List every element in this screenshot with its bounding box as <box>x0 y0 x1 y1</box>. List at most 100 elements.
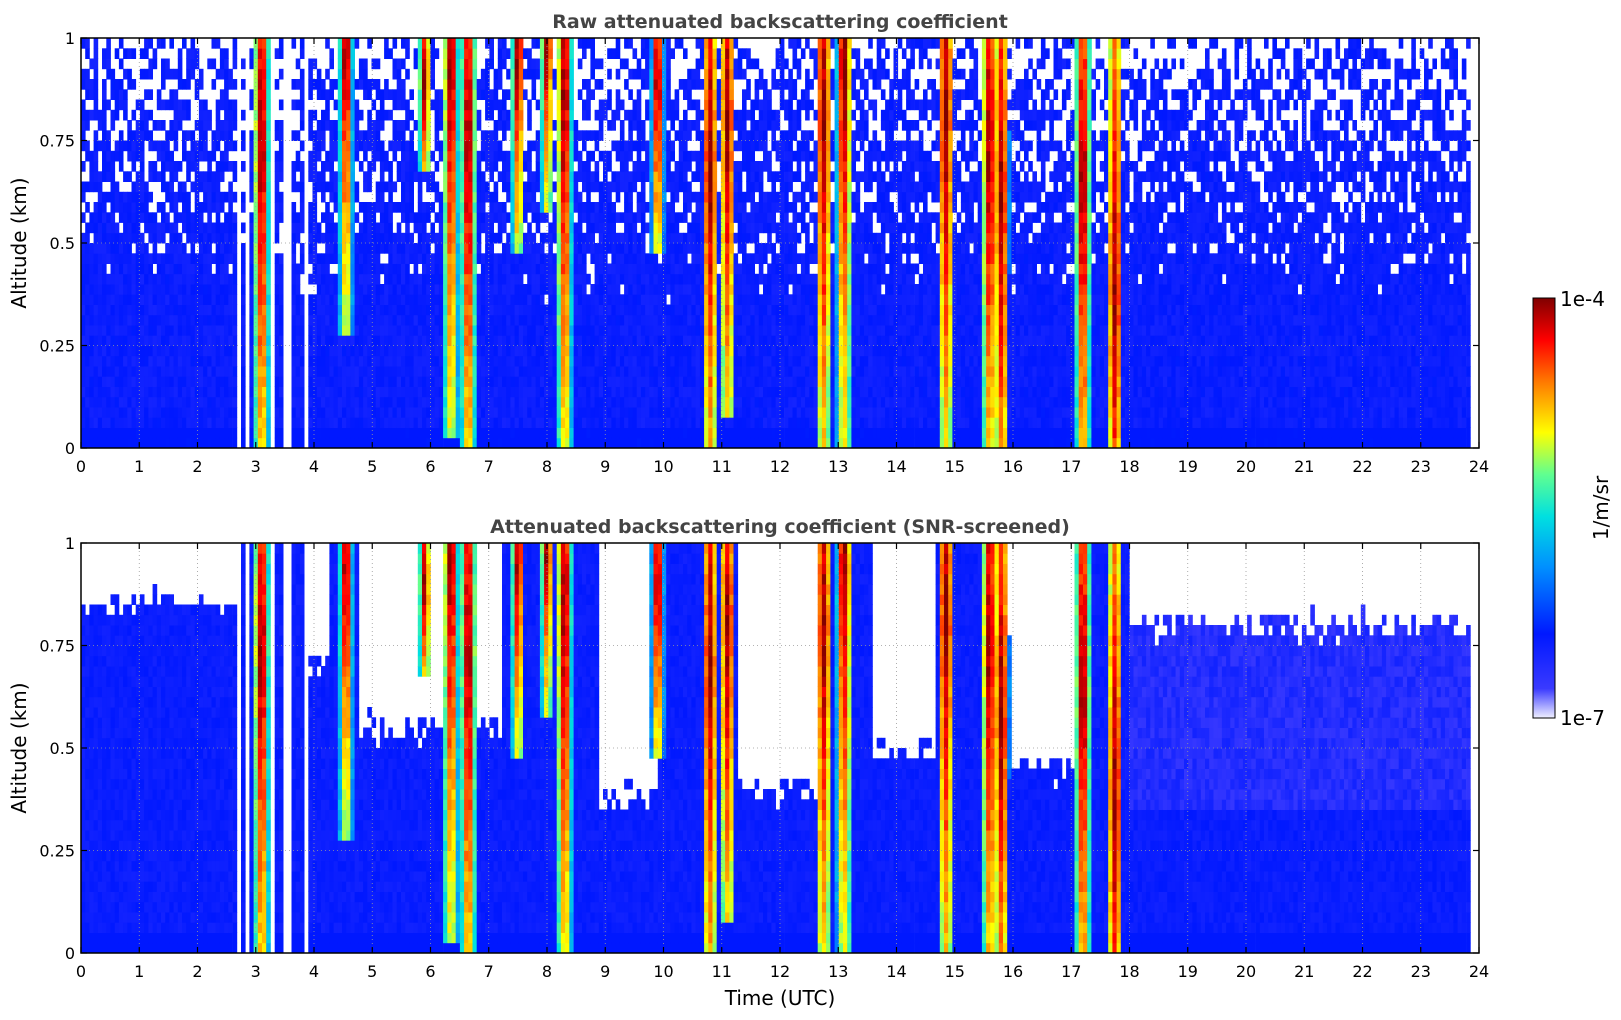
heatmap-cell <box>645 38 650 49</box>
heatmap-cell <box>649 417 654 428</box>
heatmap-cell <box>278 294 284 305</box>
heatmap-cell <box>544 366 549 377</box>
heatmap-cell <box>476 243 482 254</box>
heatmap-cell <box>577 396 583 408</box>
heatmap-cell <box>114 48 120 59</box>
heatmap-cell <box>632 212 638 223</box>
heatmap-cell <box>502 243 507 254</box>
heatmap-cell <box>649 304 654 316</box>
heatmap-cell <box>569 386 574 398</box>
heatmap-cell <box>523 263 528 275</box>
heatmap-cell <box>569 181 574 193</box>
heatmap-cell <box>375 437 381 448</box>
heatmap-cell <box>497 58 503 70</box>
heatmap-cell <box>527 161 532 172</box>
heatmap-cell <box>531 366 537 377</box>
heatmap-cell <box>295 396 301 408</box>
heatmap-cell <box>401 212 406 223</box>
heatmap-cell <box>232 335 238 346</box>
heatmap-cell <box>443 99 448 111</box>
heatmap-cell <box>506 253 511 264</box>
heatmap-cell <box>704 407 709 418</box>
heatmap-cell <box>148 284 153 295</box>
heatmap-cell <box>169 222 174 234</box>
heatmap-cell <box>241 130 246 141</box>
heatmap-cell <box>489 212 494 223</box>
heatmap-cell <box>278 48 284 59</box>
heatmap-cell <box>535 150 541 162</box>
heatmap-cell <box>544 396 549 408</box>
heatmap-cell <box>278 345 284 357</box>
heatmap-cell <box>552 325 558 336</box>
heatmap-cell <box>350 58 355 70</box>
heatmap-cell <box>392 284 398 295</box>
heatmap-cell <box>342 417 347 428</box>
heatmap-cell <box>539 140 545 152</box>
heatmap-cell <box>518 284 524 295</box>
heatmap-cell <box>645 273 650 285</box>
heatmap-cell <box>278 314 284 326</box>
heatmap-cell <box>106 191 111 203</box>
heatmap-cell <box>607 263 612 275</box>
heatmap-cell <box>337 376 343 387</box>
heatmap-cell <box>118 366 124 377</box>
heatmap-cell <box>81 99 86 111</box>
heatmap-cell <box>640 335 646 346</box>
heatmap-cell <box>645 284 650 295</box>
heatmap-cell <box>325 396 330 408</box>
heatmap-cell <box>422 38 427 49</box>
heatmap-cell <box>379 140 385 152</box>
heatmap-cell <box>409 253 414 264</box>
heatmap-cell <box>443 345 448 357</box>
heatmap-cell <box>266 89 271 100</box>
heatmap-cell <box>455 243 461 254</box>
heatmap-cell <box>451 366 457 377</box>
heatmap-cell <box>459 222 465 234</box>
heatmap-cell <box>636 314 642 326</box>
heatmap-cell <box>148 396 153 408</box>
heatmap-cell <box>329 376 334 387</box>
heatmap-cell <box>506 386 511 398</box>
heatmap-cell <box>350 222 355 234</box>
heatmap-cell <box>468 376 473 387</box>
heatmap-cell <box>556 58 562 70</box>
heatmap-cell <box>518 202 524 213</box>
heatmap-cell <box>413 355 419 367</box>
heatmap-cell <box>472 130 478 141</box>
heatmap-cell <box>459 191 465 203</box>
heatmap-cell <box>182 437 187 448</box>
heatmap-cell <box>514 99 520 111</box>
heatmap-cell <box>321 273 326 285</box>
heatmap-cell <box>468 335 473 346</box>
heatmap-cell <box>81 396 86 408</box>
heatmap-cell <box>590 345 595 357</box>
heatmap-cell <box>670 263 675 275</box>
heatmap-cell <box>161 417 166 428</box>
heatmap-cell <box>640 68 646 80</box>
heatmap-cell <box>573 253 579 264</box>
heatmap-cell <box>173 386 179 398</box>
heatmap-cell <box>139 437 145 448</box>
heatmap-cell <box>464 294 469 305</box>
heatmap-cell <box>531 304 537 316</box>
heatmap-cell <box>169 417 174 428</box>
heatmap-cell <box>102 109 107 121</box>
heatmap-cell <box>165 263 170 275</box>
heatmap-cell <box>81 253 86 264</box>
heatmap-cell <box>110 191 116 203</box>
heatmap-cell <box>333 407 339 418</box>
heatmap-cell <box>333 294 339 305</box>
heatmap-cell <box>565 130 570 141</box>
heatmap-cell <box>565 191 570 203</box>
heatmap-cell <box>182 253 187 264</box>
heatmap-cell <box>493 232 499 244</box>
heatmap-cell <box>173 140 179 152</box>
heatmap-cell <box>384 273 389 285</box>
heatmap-cell <box>577 273 583 285</box>
heatmap-cell <box>535 68 541 80</box>
heatmap-cell <box>93 150 99 162</box>
heatmap-cell <box>632 314 638 326</box>
heatmap-cell <box>493 89 499 100</box>
heatmap-cell <box>363 345 368 357</box>
heatmap-cell <box>350 437 355 448</box>
